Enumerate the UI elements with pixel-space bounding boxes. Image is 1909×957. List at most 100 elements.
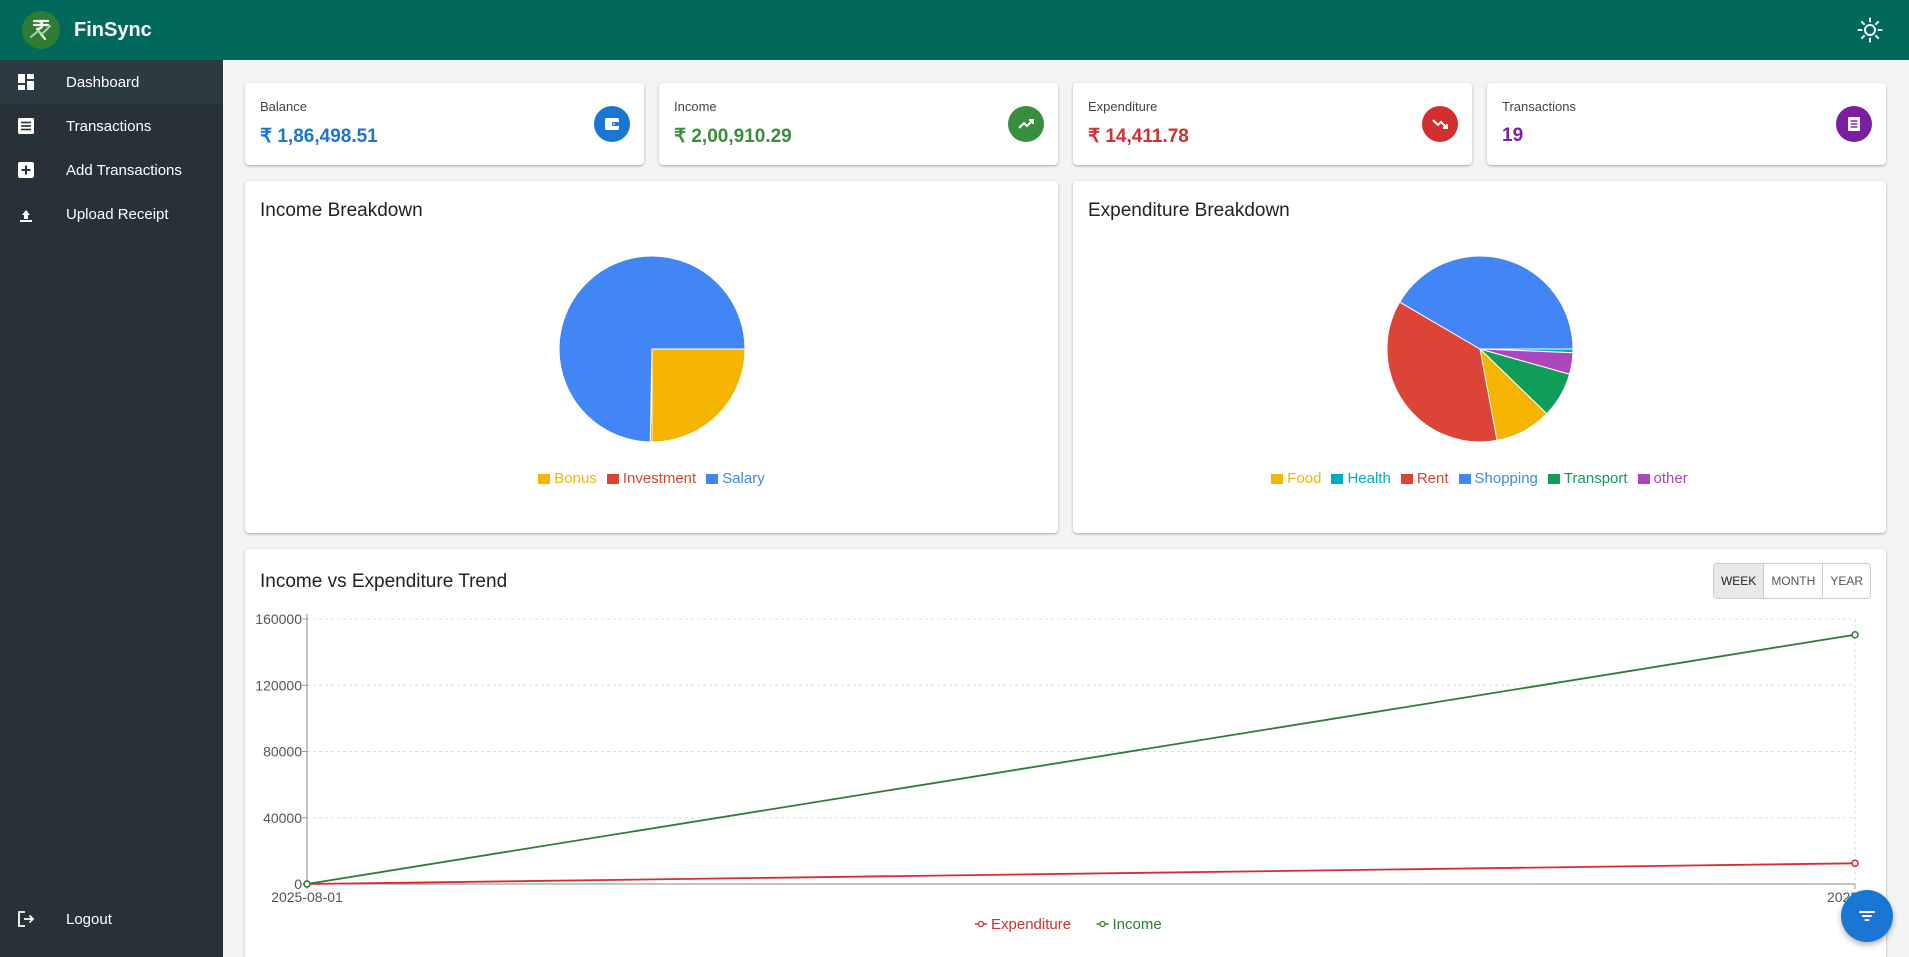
expenditure-breakdown-card: Expenditure Breakdown Food Health Rent Shop… <box>1073 181 1886 533</box>
sidebar-item-add-transactions[interactable]: Add Transactions <box>0 148 223 192</box>
legend-item-other[interactable]: other <box>1637 470 1688 487</box>
legend-item-shopping[interactable]: Shopping <box>1458 470 1538 487</box>
card-title: Expenditure Breakdown <box>1088 200 1290 221</box>
legend-marker <box>1099 920 1106 928</box>
legend-label: Salary <box>722 470 765 487</box>
legend-swatch <box>1331 473 1344 484</box>
legend-item-investment[interactable]: Investment <box>606 470 697 487</box>
legend-marker <box>977 920 985 928</box>
legend-swatch <box>1637 473 1650 484</box>
expenditure-pie-chart <box>1386 255 1574 443</box>
stat-value: ₹ 1,86,498.51 <box>260 126 378 147</box>
series-line-income <box>306 633 1856 885</box>
legend-label: Investment <box>622 470 697 487</box>
stat-label: Expenditure <box>1088 99 1158 114</box>
wallet-icon <box>594 106 630 142</box>
x-tick-label: 2025-08-01 <box>271 889 343 905</box>
sidebar-item-label: Upload Receipt <box>66 205 169 223</box>
y-tick-label: 0 <box>294 876 302 892</box>
pie-slice-bonus <box>651 348 746 443</box>
legend-swatch <box>1547 473 1560 484</box>
sidebar-item-transactions[interactable]: Transactions <box>0 104 223 148</box>
income-breakdown-card: Income Breakdown Bonus Investment Salary <box>245 181 1058 533</box>
logout-icon <box>17 910 35 928</box>
legend-item-health[interactable]: Health <box>1331 470 1391 487</box>
data-point-income[interactable] <box>303 880 311 888</box>
stat-label: Transactions <box>1502 99 1576 114</box>
legend-swatch <box>1458 473 1471 484</box>
income-card: Income ₹ 2,00,910.29 <box>659 83 1058 165</box>
dashboard-icon <box>17 73 35 91</box>
stat-value: ₹ 14,411.78 <box>1088 126 1189 147</box>
filter-icon <box>1859 911 1875 921</box>
logout-button[interactable]: Logout <box>0 889 223 957</box>
legend-label-income[interactable]: Income <box>1113 916 1162 933</box>
trend-card: Income vs Expenditure Trend WEEK MONTH Y… <box>245 549 1886 957</box>
legend-label: Shopping <box>1474 470 1538 487</box>
pie-slice-shopping <box>1398 255 1574 350</box>
app-title: FinSync <box>74 18 152 41</box>
y-tick-label: 80000 <box>263 744 302 760</box>
expenditure-legend: Food Health Rent Shopping Transport other <box>1073 470 1886 487</box>
pie-slice-rent <box>1386 301 1498 443</box>
legend-label: Health <box>1347 470 1391 487</box>
y-tick-label: 160000 <box>255 611 302 627</box>
sidebar-item-label: Dashboard <box>66 73 140 91</box>
legend-swatch <box>1400 473 1413 484</box>
sidebar-item-label: Transactions <box>66 117 152 135</box>
sidebar-item-upload-receipt[interactable]: Upload Receipt <box>0 192 223 236</box>
stat-label: Income <box>674 99 717 114</box>
card-title: Income Breakdown <box>260 200 423 221</box>
sidebar-item-label: Add Transactions <box>66 161 182 179</box>
legend-item-food[interactable]: Food <box>1271 470 1321 487</box>
stat-value: 19 <box>1502 125 1524 146</box>
y-tick-label: 40000 <box>263 810 302 826</box>
legend-label: Rent <box>1416 470 1449 487</box>
legend-label: other <box>1653 470 1688 487</box>
expenditure-card: Expenditure ₹ 14,411.78 <box>1073 83 1472 165</box>
upload-icon <box>17 205 35 223</box>
range-toggle-group: WEEK MONTH YEAR <box>1712 563 1871 599</box>
trending-up-icon <box>1008 106 1044 142</box>
list-icon <box>17 117 35 135</box>
rupee-logo-icon <box>22 11 60 49</box>
card-title: Income vs Expenditure Trend <box>260 571 508 592</box>
range-year-button[interactable]: YEAR <box>1823 564 1870 598</box>
sidebar-item-dashboard[interactable]: Dashboard <box>0 60 223 104</box>
income-pie-chart <box>558 255 746 443</box>
legend-item-transport[interactable]: Transport <box>1547 470 1628 487</box>
legend-swatch <box>1271 473 1284 484</box>
data-point-income[interactable] <box>1851 630 1859 639</box>
top-bar: FinSync <box>0 0 1909 60</box>
data-point-expenditure[interactable] <box>1851 859 1859 868</box>
add-box-icon <box>17 161 35 179</box>
trend-line-chart: 040000800001200001600002025-08-012025-08… <box>255 611 1883 933</box>
pie-slice-salary <box>558 255 746 443</box>
transactions-card: Transactions 19 <box>1487 83 1886 165</box>
legend-label: Bonus <box>554 470 597 487</box>
legend-label: Transport <box>1563 470 1628 487</box>
legend-swatch <box>706 473 719 484</box>
balance-card: Balance ₹ 1,86,498.51 <box>245 83 644 165</box>
theme-toggle-sun-icon[interactable] <box>1857 17 1883 43</box>
range-week-button[interactable]: WEEK <box>1713 564 1765 598</box>
legend-swatch <box>538 473 551 484</box>
legend-label: Food <box>1287 470 1322 487</box>
main-content: Balance ₹ 1,86,498.51 Income ₹ 2,00,910.… <box>223 60 1909 957</box>
trending-down-icon <box>1422 106 1458 142</box>
legend-label-expenditure[interactable]: Expenditure <box>991 916 1071 933</box>
legend-item-bonus[interactable]: Bonus <box>538 470 597 487</box>
filter-fab-button[interactable] <box>1841 890 1893 942</box>
stat-value: ₹ 2,00,910.29 <box>674 126 792 147</box>
stat-label: Balance <box>260 99 307 114</box>
income-legend: Bonus Investment Salary <box>245 470 1058 487</box>
logout-label: Logout <box>66 910 112 928</box>
sidebar: Dashboard Transactions Add Transactions … <box>0 60 223 957</box>
legend-item-rent[interactable]: Rent <box>1400 470 1449 487</box>
legend-swatch <box>606 473 619 484</box>
range-month-button[interactable]: MONTH <box>1764 564 1824 598</box>
receipt-icon <box>1836 106 1872 142</box>
legend-item-salary[interactable]: Salary <box>706 470 765 487</box>
y-tick-label: 120000 <box>255 677 302 693</box>
series-line-expenditure <box>306 862 1856 885</box>
